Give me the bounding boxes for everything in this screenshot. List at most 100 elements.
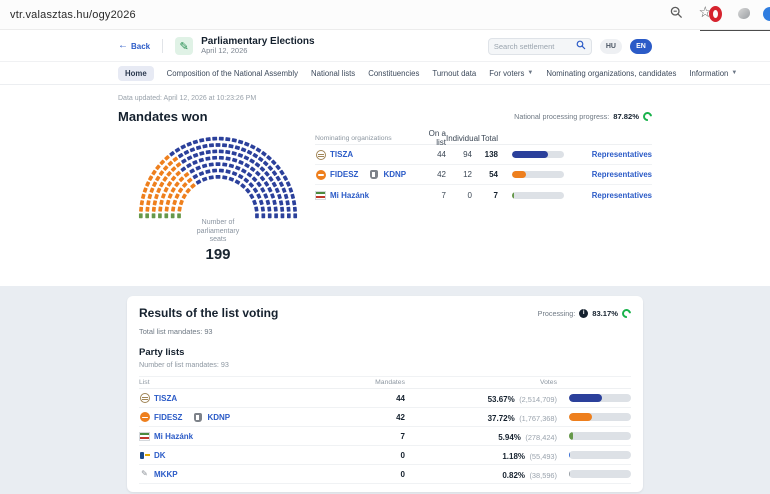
mkkp-logo-icon: ✎ bbox=[141, 469, 148, 478]
nav-item-nominating-orgs[interactable]: Nominating organizations, candidates bbox=[546, 68, 677, 78]
nav-item-for-voters[interactable]: For voters ▼ bbox=[489, 68, 534, 78]
fidesz-logo-icon bbox=[139, 412, 150, 423]
back-button[interactable]: ← Back bbox=[118, 41, 150, 51]
extension-icon[interactable] bbox=[738, 8, 750, 19]
list-mandates-count: 0 bbox=[400, 450, 405, 460]
list-mandates-count: 42 bbox=[396, 412, 405, 422]
party-link-fidesz[interactable]: FIDESZ bbox=[330, 170, 359, 179]
tisza-logo-icon bbox=[315, 149, 326, 160]
party-link-mkkp[interactable]: MKKP bbox=[154, 469, 178, 479]
table-row-mihazank: Mi Hazánk 7 0 7 Representatives bbox=[315, 185, 652, 205]
seat-share-bar bbox=[512, 151, 564, 158]
header-divider bbox=[162, 39, 164, 53]
party-link-kdnp[interactable]: KDNP bbox=[383, 170, 407, 179]
bookmark-star-icon[interactable]: ☆ bbox=[698, 4, 712, 21]
total-list-mandates: Total list mandates: 93 bbox=[139, 327, 213, 336]
data-updated-text: Data updated: April 12, 2026 at 10:23:26… bbox=[118, 95, 257, 102]
representatives-link[interactable]: Representatives bbox=[591, 170, 652, 179]
info-icon[interactable]: i bbox=[579, 308, 589, 318]
chevron-down-icon: ▼ bbox=[731, 70, 738, 76]
lang-hu-button[interactable]: HU bbox=[599, 38, 622, 54]
party-link-tisza[interactable]: TISZA bbox=[330, 150, 354, 159]
list-row-mihazank: Mi Hazánk 7 5.94% (278,424) bbox=[139, 427, 631, 446]
mandates-table: Nominating organizations On a list Indiv… bbox=[315, 129, 652, 221]
list-row-dk: DK 0 1.18% (55,493) bbox=[139, 446, 631, 465]
individual-count: 94 bbox=[463, 150, 472, 159]
representatives-link[interactable]: Representatives bbox=[591, 150, 652, 159]
list-row-fidesz-kdnp: FIDESZ KDNP 42 37.72% (1,767,368) bbox=[139, 408, 631, 427]
seat-share-bar bbox=[512, 191, 564, 199]
list-row-tisza: TISZA 44 53.67% (2,514,709) bbox=[139, 389, 631, 408]
party-link-dk[interactable]: DK bbox=[154, 450, 166, 460]
national-processing-label: National processing progress: bbox=[514, 112, 610, 121]
party-link-fidesz[interactable]: FIDESZ bbox=[154, 412, 183, 422]
total-seats-value: 199 bbox=[205, 246, 231, 263]
nav-item-national-lists[interactable]: National lists bbox=[311, 68, 356, 78]
votes-cell: 5.94% (278,424) bbox=[498, 433, 557, 442]
nav-item-turnout[interactable]: Turnout data bbox=[432, 68, 477, 78]
mandates-table-header: Nominating organizations On a list Indiv… bbox=[315, 129, 652, 147]
card-title: Results of the list voting bbox=[139, 306, 279, 320]
lang-en-button[interactable]: EN bbox=[630, 38, 652, 54]
party-link-mihazank[interactable]: Mi Hazánk bbox=[330, 190, 370, 200]
vote-share-bar bbox=[569, 451, 631, 459]
table-row-tisza: TISZA 44 94 138 Representatives bbox=[315, 145, 652, 165]
browser-address-bar[interactable]: vtr.valasztas.hu/ogy2026 ☆ bbox=[0, 0, 770, 30]
list-voting-results-card: Results of the list voting Processing: i… bbox=[127, 296, 643, 492]
seat-share-bar bbox=[512, 171, 564, 178]
settlement-search-box[interactable] bbox=[487, 37, 592, 55]
list-mandates-note: Number of list mandates: 93 bbox=[139, 360, 229, 369]
party-link-mihazank[interactable]: Mi Hazánk bbox=[154, 431, 194, 441]
parliament-seat-chart: Number of parliamentary seats 199 bbox=[133, 132, 303, 263]
back-label: Back bbox=[131, 41, 151, 51]
nav-item-constituencies[interactable]: Constituencies bbox=[368, 68, 420, 78]
vote-share-bar bbox=[569, 394, 631, 402]
chevron-down-icon: ▼ bbox=[527, 70, 534, 76]
dk-logo-icon bbox=[139, 450, 150, 461]
search-icon[interactable] bbox=[576, 37, 586, 55]
section-title-mandates-won: Mandates won bbox=[118, 109, 208, 124]
tisza-logo-icon bbox=[139, 393, 150, 404]
votes-cell: 1.18% (55,493) bbox=[502, 452, 557, 461]
main-nav: Home Composition of the National Assembl… bbox=[0, 62, 770, 85]
vote-share-bar bbox=[569, 432, 631, 440]
on-list-count: 7 bbox=[441, 190, 446, 200]
page-title: Parliamentary Elections bbox=[201, 35, 315, 47]
nav-item-information[interactable]: Information ▼ bbox=[689, 68, 738, 78]
vote-share-bar bbox=[569, 413, 631, 421]
kdnp-logo-icon bbox=[192, 412, 203, 423]
total-count: 54 bbox=[489, 170, 498, 179]
party-link-tisza[interactable]: TISZA bbox=[154, 393, 178, 403]
fidesz-logo-icon bbox=[315, 169, 326, 180]
profile-icon[interactable] bbox=[763, 7, 770, 21]
party-list-header: List Mandates Votes bbox=[139, 376, 631, 389]
individual-count: 12 bbox=[463, 170, 472, 179]
refresh-spinner-icon bbox=[620, 306, 633, 320]
zoom-icon[interactable] bbox=[670, 6, 683, 19]
lower-section: Results of the list voting Processing: i… bbox=[0, 286, 770, 494]
list-mandates-count: 7 bbox=[400, 431, 405, 441]
processing-label: Processing: bbox=[537, 308, 576, 318]
individual-count: 0 bbox=[467, 190, 472, 200]
election-office-logo: ✎ bbox=[175, 37, 194, 55]
url-text[interactable]: vtr.valasztas.hu/ogy2026 bbox=[10, 9, 136, 21]
vote-share-bar bbox=[569, 470, 631, 478]
mihazank-logo-icon bbox=[315, 190, 326, 201]
votes-cell: 53.67% (2,514,709) bbox=[487, 395, 557, 404]
page: ← Back ✎ Parliamentary Elections April 1… bbox=[0, 31, 770, 494]
on-list-count: 44 bbox=[437, 150, 446, 159]
chart-center-label: Number of parliamentary seats bbox=[196, 218, 240, 244]
nav-item-composition[interactable]: Composition of the National Assembly bbox=[166, 68, 298, 78]
search-input[interactable] bbox=[493, 41, 572, 51]
nav-item-home[interactable]: Home bbox=[118, 65, 154, 81]
party-link-kdnp[interactable]: KDNP bbox=[207, 412, 231, 422]
list-mandates-count: 44 bbox=[396, 393, 405, 403]
party-list-table: List Mandates Votes TISZA 44 53.67% bbox=[139, 376, 631, 484]
list-row-mkkp: ✎ MKKP 0 0.82% (38,596) bbox=[139, 465, 631, 484]
on-list-count: 42 bbox=[437, 170, 446, 179]
representatives-link[interactable]: Representatives bbox=[591, 190, 652, 200]
opera-browser-icon[interactable] bbox=[709, 6, 722, 22]
votes-cell: 0.82% (38,596) bbox=[502, 471, 557, 480]
list-mandates-count: 0 bbox=[400, 469, 405, 479]
